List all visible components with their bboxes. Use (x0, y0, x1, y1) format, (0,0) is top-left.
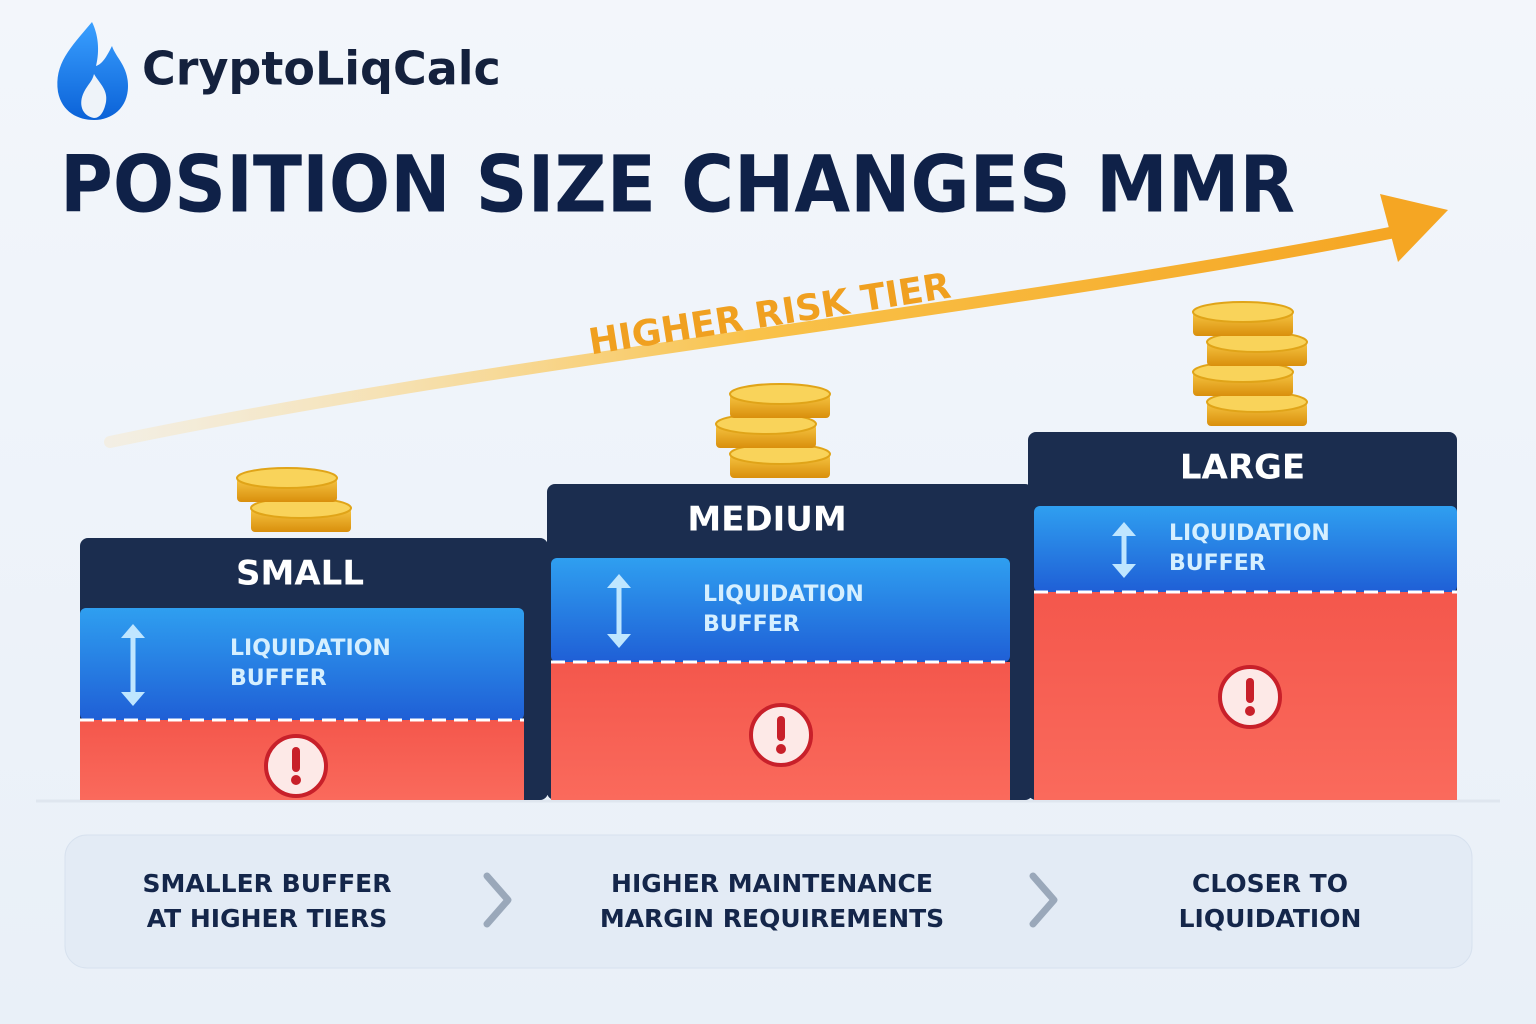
footer-text: SMALLER BUFFER (143, 869, 392, 898)
buffer-label: BUFFER (230, 666, 327, 691)
buffer-zone (1034, 506, 1457, 592)
tier-name: LARGE (1180, 448, 1305, 488)
buffer-arrow-head (121, 624, 145, 638)
buffer-zone (551, 558, 1010, 662)
warning-dot (1245, 706, 1255, 716)
coin-top (729, 383, 831, 405)
coin-top (1192, 301, 1294, 323)
buffer-arrow-head (1112, 522, 1136, 536)
buffer-zone (80, 608, 524, 720)
tier-name: MEDIUM (687, 500, 846, 540)
risk-arrowhead (1380, 194, 1448, 262)
title: POSITION SIZE CHANGES MMR (60, 140, 1295, 230)
logo-flame (57, 22, 129, 120)
warning-mark (777, 716, 785, 741)
warning-dot (776, 744, 786, 754)
risk-arrow (104, 226, 1401, 448)
coin-top (236, 467, 338, 489)
buffer-label: BUFFER (703, 612, 800, 637)
logo-flame-inner (81, 74, 107, 118)
footer-text: CLOSER TO (1192, 869, 1348, 898)
buffer-label: LIQUIDATION (230, 636, 391, 661)
brand: CryptoLiqCalc (142, 42, 501, 96)
buffer-arrow-head (607, 574, 631, 588)
buffer-arrow-head (121, 692, 145, 706)
footer-text: MARGIN REQUIREMENTS (600, 904, 944, 933)
warning-mark (1246, 678, 1254, 703)
tier-name: SMALL (236, 554, 364, 594)
buffer-label: LIQUIDATION (703, 582, 864, 607)
warning-mark (292, 747, 300, 772)
footer-panel (64, 834, 1473, 969)
buffer-label: LIQUIDATION (1169, 521, 1330, 546)
footer-text: AT HIGHER TIERS (147, 904, 388, 933)
warning-dot (291, 775, 301, 785)
footer-text: HIGHER MAINTENANCE (611, 869, 933, 898)
buffer-arrow-head (607, 634, 631, 648)
chevron (1029, 872, 1058, 928)
buffer-label: BUFFER (1169, 551, 1266, 576)
footer-text: LIQUIDATION (1179, 904, 1362, 933)
chevron (483, 872, 512, 928)
buffer-arrow-head (1112, 564, 1136, 578)
